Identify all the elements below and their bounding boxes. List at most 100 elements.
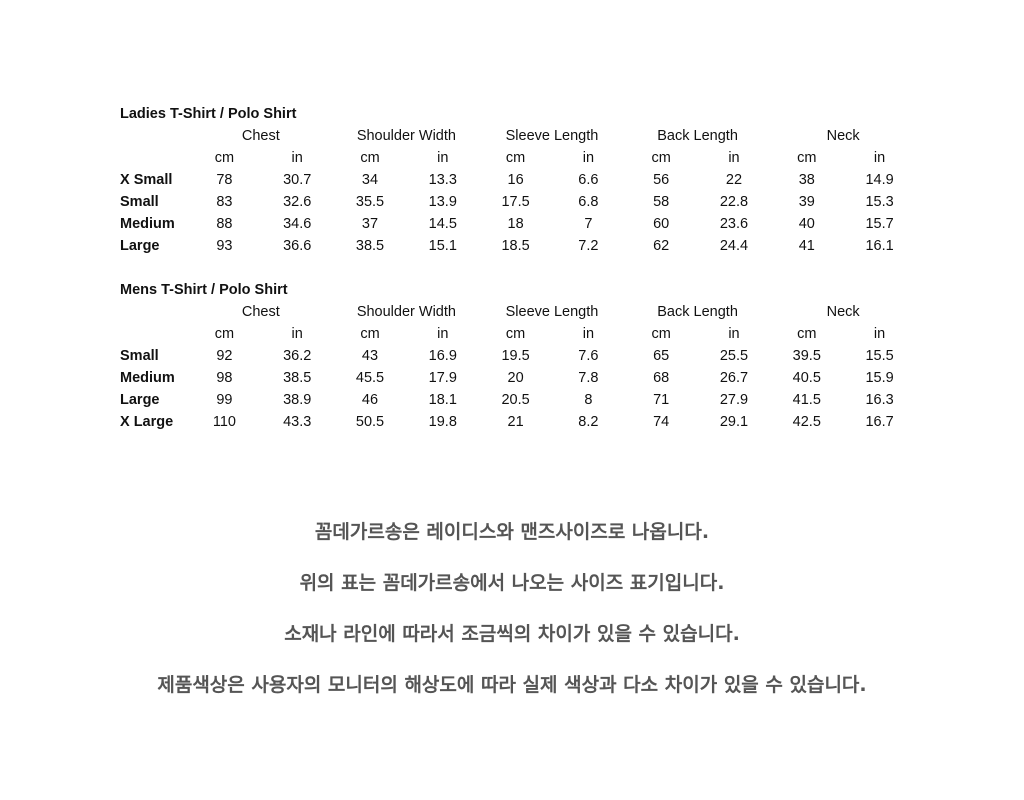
value-cell: 19.5: [501, 348, 530, 364]
unit-header: in: [291, 326, 303, 342]
unit-header: in: [582, 326, 595, 342]
size-label: X Large: [120, 414, 174, 430]
unit-header: cm: [214, 326, 235, 342]
value-cell: 65: [653, 348, 670, 364]
unit-header: in: [873, 326, 886, 342]
value-cell: 74: [653, 414, 670, 430]
value-cell: 43.3: [283, 414, 312, 430]
measure-header: Shoulder Width: [356, 128, 456, 144]
unit-header-row: cm in cm in cm in cm in cm in: [120, 147, 916, 169]
value-cell: 29.1: [719, 414, 749, 430]
measure-header: Sleeve Length: [505, 304, 599, 320]
table-row: X Small 78 30.7 34 13.3 16 6.6 56 22 38 14.9: [120, 169, 916, 191]
value-cell: 41: [798, 238, 815, 254]
value-cell: 15.5: [865, 348, 894, 364]
value-cell: 20.5: [501, 392, 530, 408]
value-cell: 7.6: [578, 348, 599, 364]
value-cell: 15.9: [865, 370, 894, 386]
value-cell: 17.9: [428, 370, 457, 386]
unit-header: cm: [505, 326, 526, 342]
table-title: Ladies T-Shirt / Polo Shirt: [120, 106, 297, 122]
value-cell: 38: [798, 172, 815, 188]
value-cell: 38.5: [283, 370, 312, 386]
size-label: X Small: [120, 172, 173, 188]
notes: 꼼데가르송은 레이디스와 맨즈사이즈로 나옵니다. 위의 표는 꼼데가르송에서 …: [0, 512, 1024, 716]
value-cell: 17.5: [501, 194, 530, 210]
value-cell: 22: [725, 172, 743, 188]
unit-header: cm: [651, 326, 671, 342]
value-cell: 7: [584, 216, 593, 232]
value-cell: 68: [653, 370, 670, 386]
value-cell: 88: [216, 216, 233, 232]
table-row: Large 99 38.9 46 18.1 20.5 8 71 27.9 41.5 16.3: [120, 389, 916, 411]
value-cell: 34.6: [283, 216, 312, 232]
value-cell: 22.8: [719, 194, 749, 210]
size-label: Large: [120, 238, 160, 254]
empty-cell: [120, 147, 188, 169]
note-line: 위의 표는 꼼데가르송에서 나오는 사이즈 표기입니다.: [299, 572, 725, 594]
unit-header: cm: [651, 150, 671, 166]
unit-header: cm: [505, 150, 526, 166]
value-cell: 35.5: [355, 194, 385, 210]
value-cell: 92: [216, 348, 233, 364]
value-cell: 16.1: [865, 238, 894, 254]
unit-header: in: [437, 326, 449, 342]
unit-header: in: [437, 150, 449, 166]
unit-header-row: cm in cm in cm in cm in cm in: [120, 323, 916, 345]
size-label: Medium: [120, 216, 175, 232]
value-cell: 16.7: [865, 414, 894, 430]
size-label: Large: [120, 392, 160, 408]
size-table: Chest Shoulder Width Sleeve Length Back Len…: [120, 125, 916, 257]
value-cell: 78: [216, 172, 233, 188]
table-row: Small 92 36.2 43 16.9 19.5 7.6 65 25.5 39.5 15.5: [120, 345, 916, 367]
measure-header: Shoulder Width: [356, 304, 456, 320]
value-cell: 50.5: [355, 414, 385, 430]
value-cell: 32.6: [283, 194, 312, 210]
table-row: Medium 88 34.6 37 14.5 18 7 60 23.6 40 15.7: [120, 213, 916, 235]
value-cell: 83: [216, 194, 233, 210]
measure-header: Chest: [241, 304, 280, 320]
unit-header: in: [873, 150, 886, 166]
note-line: 제품색상은 사용자의 모니터의 해상도에 따라 실제 색상과 다소 차이가 있을…: [157, 674, 867, 696]
value-cell: 37: [361, 216, 379, 232]
table-row: Large 93 36.6 38.5 15.1 18.5 7.2 62 24.4 41 16.1: [120, 235, 916, 257]
value-cell: 110: [212, 414, 236, 430]
note-line: 소재나 라인에 따라서 조금씩의 차이가 있을 수 있습니다.: [284, 623, 740, 645]
value-cell: 26.7: [719, 370, 749, 386]
value-cell: 15.3: [865, 194, 894, 210]
value-cell: 14.9: [865, 172, 894, 188]
value-cell: 8.2: [578, 414, 599, 430]
measure-header-row: Chest Shoulder Width Sleeve Length Back Len…: [120, 125, 916, 147]
value-cell: 18.5: [501, 238, 530, 254]
value-cell: 39: [798, 194, 815, 210]
value-cell: 45.5: [355, 370, 385, 386]
table-row: X Large 110 43.3 50.5 19.8 21 8.2 74 29.1 42.5 16.…: [120, 411, 916, 433]
value-cell: 19.8: [428, 414, 457, 430]
measure-header: Neck: [826, 304, 860, 320]
mens-size-table: Mens T-Shirt / Polo Shirt Chest Shoulder W…: [120, 279, 916, 433]
value-cell: 15.1: [428, 238, 457, 254]
value-cell: 13.9: [428, 194, 457, 210]
unit-header: cm: [360, 326, 380, 342]
size-label: Small: [120, 348, 159, 364]
value-cell: 23.6: [719, 216, 749, 232]
value-cell: 43: [361, 348, 379, 364]
value-cell: 18.1: [428, 392, 457, 408]
unit-header: in: [291, 150, 303, 166]
value-cell: 7.8: [578, 370, 599, 386]
value-cell: 6.6: [578, 172, 599, 188]
value-cell: 18: [507, 216, 524, 232]
measure-header: Chest: [241, 128, 280, 144]
value-cell: 60: [653, 216, 670, 232]
measure-header-row: Chest Shoulder Width Sleeve Length Back Len…: [120, 301, 916, 323]
value-cell: 25.5: [719, 348, 749, 364]
empty-cell: [120, 125, 188, 147]
value-cell: 39.5: [792, 348, 821, 364]
value-cell: 27.9: [719, 392, 749, 408]
value-cell: 58: [653, 194, 670, 210]
value-cell: 36.6: [283, 238, 312, 254]
value-cell: 15.7: [865, 216, 894, 232]
value-cell: 93: [216, 238, 233, 254]
value-cell: 13.3: [428, 172, 457, 188]
value-cell: 98: [216, 370, 233, 386]
